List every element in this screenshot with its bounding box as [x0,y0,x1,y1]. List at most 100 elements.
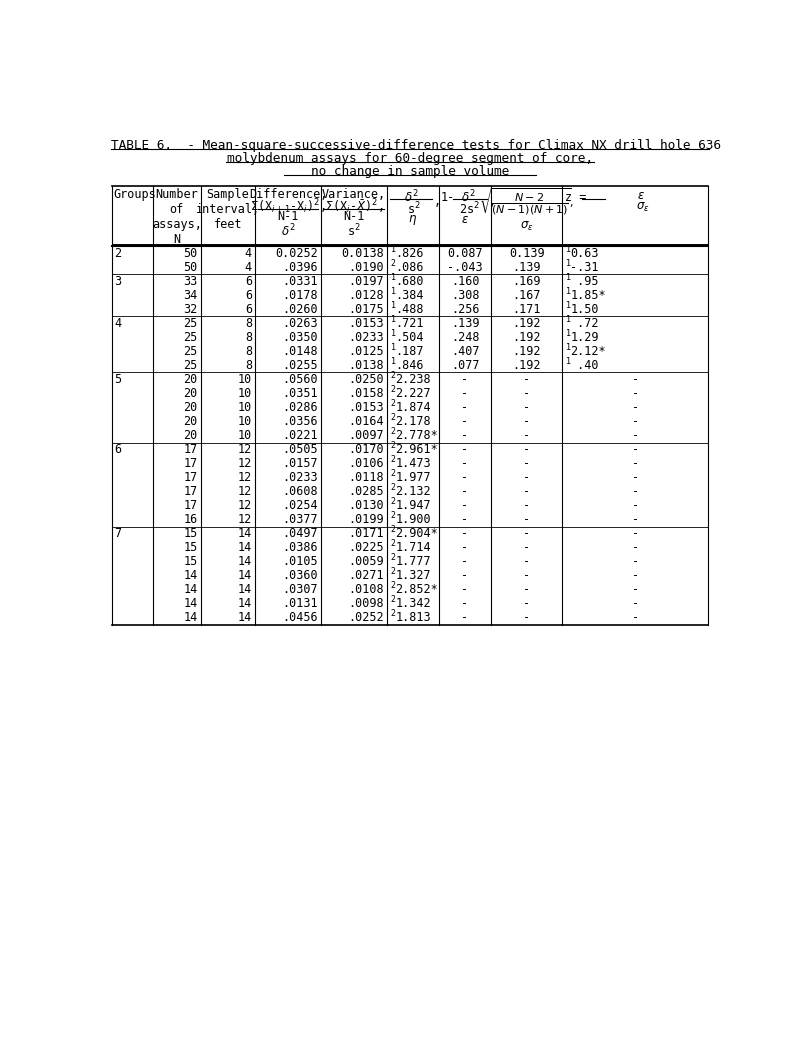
Text: .0350: .0350 [282,331,318,344]
Text: .0153: .0153 [348,317,384,330]
Text: -: - [631,428,638,442]
Text: 8: 8 [245,317,252,330]
Text: -: - [631,527,638,540]
Text: .0059: .0059 [348,555,384,568]
Text: .0307: .0307 [282,583,318,596]
Text: 3: 3 [114,275,121,288]
Text: .192: .192 [512,331,541,344]
Text: Number
of
assays,
N: Number of assays, N [152,187,202,245]
Text: .40: .40 [570,359,599,372]
Text: 16: 16 [183,513,198,526]
Text: 10: 10 [238,415,252,428]
Text: .139: .139 [450,317,479,330]
Text: $\delta^2$: $\delta^2$ [404,188,418,205]
Text: 12: 12 [238,513,252,526]
Text: $\delta^2$: $\delta^2$ [281,222,295,239]
Text: .0138: .0138 [348,359,384,372]
Text: 12: 12 [238,443,252,456]
Text: .0233: .0233 [348,331,384,344]
Text: -: - [462,428,469,442]
Text: .0128: .0128 [348,289,384,302]
Text: 8: 8 [245,331,252,344]
Text: 2.12*: 2.12* [570,345,606,358]
Text: -: - [462,401,469,414]
Text: .0386: .0386 [282,541,318,554]
Text: .0175: .0175 [348,303,384,316]
Text: .171: .171 [512,303,541,316]
Text: 1: 1 [390,329,396,339]
Text: .0260: .0260 [282,303,318,316]
Text: 34: 34 [183,289,198,302]
Text: -: - [462,499,469,512]
Text: 1.900: 1.900 [395,513,431,526]
Text: 14: 14 [238,612,252,624]
Text: .0360: .0360 [282,569,318,582]
Text: -: - [631,471,638,485]
Text: 2: 2 [390,413,396,422]
Text: 1: 1 [390,343,396,352]
Text: -: - [631,569,638,582]
Text: .0130: .0130 [348,499,384,512]
Text: .192: .192 [512,345,541,358]
Text: .0377: .0377 [282,513,318,526]
Text: 14: 14 [238,527,252,540]
Text: 20: 20 [183,401,198,414]
Text: .0250: .0250 [348,372,384,386]
Text: 20: 20 [183,372,198,386]
Text: .0131: .0131 [282,597,318,610]
Text: ,: , [434,195,441,207]
Text: .0396: .0396 [282,261,318,274]
Text: molybdenum assays for 60-degree segment of core,: molybdenum assays for 60-degree segment … [227,152,593,165]
Text: 17: 17 [183,443,198,456]
Text: 1.473: 1.473 [395,457,431,470]
Text: .0171: .0171 [348,527,384,540]
Text: .139: .139 [512,261,541,274]
Text: .0271: .0271 [348,569,384,582]
Text: .0098: .0098 [348,597,384,610]
Text: -: - [631,415,638,428]
Text: .846: .846 [395,359,424,372]
Text: 2.238: 2.238 [395,372,431,386]
Text: $\varepsilon$: $\varepsilon$ [461,214,469,226]
Text: .0233: .0233 [282,471,318,485]
Text: -: - [462,415,469,428]
Text: 1.813: 1.813 [395,612,431,624]
Text: $\delta^2$: $\delta^2$ [461,188,475,205]
Text: -: - [631,401,638,414]
Text: .0148: .0148 [282,345,318,358]
Text: -: - [462,471,469,485]
Text: .0199: .0199 [348,513,384,526]
Text: .0263: .0263 [282,317,318,330]
Text: .0197: .0197 [348,275,384,288]
Text: 17: 17 [183,471,198,485]
Text: -: - [523,597,530,610]
Text: .077: .077 [450,359,479,372]
Text: -: - [462,387,469,400]
Text: 33: 33 [183,275,198,288]
Text: 1.977: 1.977 [395,471,431,485]
Text: .0497: .0497 [282,527,318,540]
Text: 1: 1 [390,245,396,254]
Text: 2.778*: 2.778* [395,428,438,442]
Text: 15: 15 [183,555,198,568]
Text: -: - [462,612,469,624]
Text: -: - [523,513,530,526]
Text: s$^2$: s$^2$ [347,222,361,239]
Text: 14: 14 [238,597,252,610]
Text: -: - [631,372,638,386]
Text: Groups: Groups [113,187,156,201]
Text: .72: .72 [570,317,599,330]
Text: 7: 7 [114,527,121,540]
Text: 2: 2 [390,553,396,562]
Text: 1.29: 1.29 [570,331,599,344]
Text: 2: 2 [390,371,396,380]
Text: 12: 12 [238,457,252,470]
Text: -: - [523,485,530,498]
Text: -: - [523,541,530,554]
Text: 25: 25 [183,359,198,372]
Text: 1-: 1- [441,190,455,204]
Text: 2: 2 [390,540,396,548]
Text: 1: 1 [390,302,396,310]
Text: 2: 2 [390,441,396,450]
Text: 1: 1 [390,315,396,324]
